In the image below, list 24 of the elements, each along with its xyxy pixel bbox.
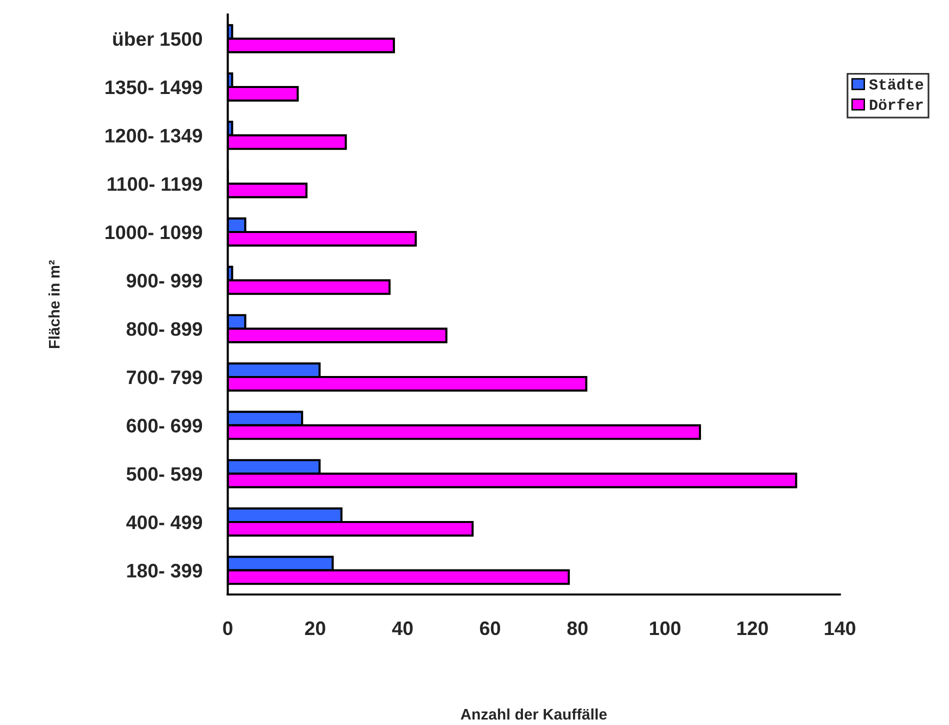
y-tick-label: über 1500 [113, 32, 202, 46]
y-axis-title: Fläche in m² [48, 260, 60, 348]
y-tick-label: 1100- 1199 [108, 177, 202, 191]
x-tick-label: 20 [305, 621, 326, 636]
y-tick-label: 600- 699 [126, 418, 202, 433]
y-tick-label: 180- 399 [127, 564, 202, 578]
x-tick-label: 60 [480, 621, 500, 636]
y-tick-label: 1200- 1349 [106, 128, 202, 143]
y-tick-label: 1000- 1099 [106, 225, 202, 240]
legend-label: Städte [869, 78, 924, 90]
x-tick-label: 100 [650, 621, 680, 636]
y-tick-label: 900- 999 [126, 274, 202, 288]
y-tick-label: 1350- 1499 [106, 80, 202, 94]
y-tick-label: 500- 599 [126, 467, 202, 481]
x-tick-label: 0 [223, 621, 232, 636]
legend-label: Dörfer [870, 98, 923, 110]
y-tick-label: 400- 499 [126, 515, 202, 530]
y-tick-label: 700- 799 [126, 370, 202, 384]
x-tick-label: 80 [567, 621, 588, 636]
x-tick-label: 40 [392, 621, 413, 636]
x-axis-title: Anzahl der Kauffälle [460, 708, 607, 720]
y-tick-label: 800- 899 [126, 322, 202, 336]
x-tick-label: 140 [824, 621, 856, 636]
x-tick-label: 120 [737, 621, 768, 636]
